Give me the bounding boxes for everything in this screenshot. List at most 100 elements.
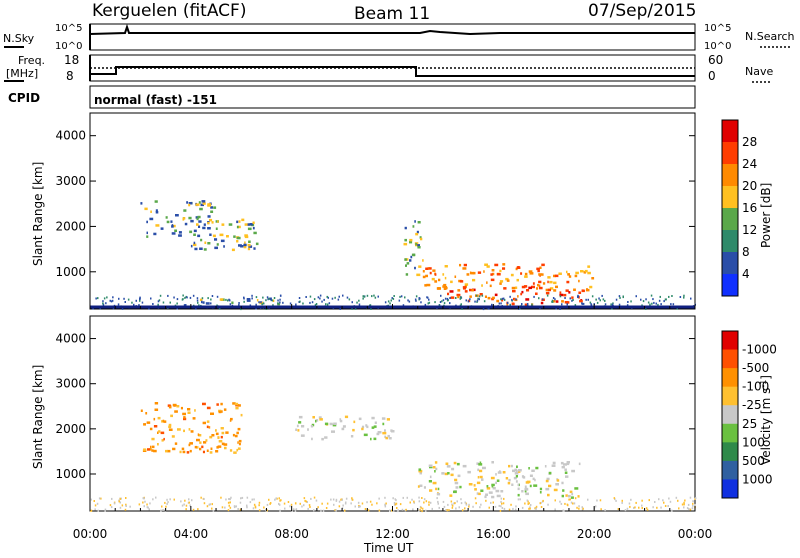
echo-cell	[502, 471, 506, 474]
velocity-ylabel: Slant Range [km]	[31, 365, 45, 469]
echo-cell	[373, 294, 375, 297]
echo-cell	[181, 298, 184, 301]
echo-cell	[589, 301, 592, 304]
echo-cell	[517, 295, 519, 298]
ytick-label: 2000	[55, 422, 86, 436]
echo-cell	[164, 501, 166, 504]
echo-cell	[521, 290, 524, 294]
echo-cell	[90, 498, 92, 501]
echo-cell	[178, 231, 182, 234]
echo-cell	[358, 506, 360, 508]
echo-cell	[443, 286, 447, 289]
echo-cell	[337, 298, 340, 301]
echo-cell	[220, 427, 224, 430]
echo-cell	[582, 507, 584, 510]
echo-cell	[552, 297, 555, 299]
colorbar-tick: 24	[742, 157, 757, 171]
echo-cell	[229, 299, 231, 302]
echo-cell	[437, 287, 441, 290]
echo-cell	[587, 498, 589, 501]
echo-cell	[186, 296, 188, 299]
echo-cell	[525, 492, 529, 496]
echo-cell	[202, 226, 206, 230]
echo-cell	[341, 427, 345, 431]
echo-cell	[295, 428, 298, 431]
echo-cell	[237, 508, 239, 510]
echo-cell	[228, 504, 230, 507]
echo-cell	[392, 497, 394, 500]
echo-cell	[538, 273, 542, 276]
echo-cell	[382, 431, 387, 435]
colorbar-tick: 4	[742, 267, 750, 281]
echo-cell	[464, 507, 466, 510]
echo-cell	[545, 288, 550, 292]
echo-cell	[303, 504, 305, 507]
echo-cell	[454, 502, 456, 505]
echo-cell	[350, 502, 352, 505]
echo-cell	[478, 492, 481, 496]
echo-cell	[598, 297, 600, 300]
echo-cell	[293, 508, 295, 511]
echo-cell	[576, 506, 578, 509]
echo-cell	[469, 288, 472, 292]
colorbar-tick: 1000	[742, 472, 773, 486]
colorbar-swatch	[722, 442, 738, 462]
echo-cell	[566, 303, 568, 306]
echo-cell	[117, 303, 120, 306]
echo-cell	[207, 221, 210, 225]
echo-cell	[110, 506, 113, 509]
echo-cell	[229, 506, 232, 509]
echo-cell	[161, 505, 163, 508]
echo-cell	[154, 200, 158, 203]
echo-cell	[198, 225, 201, 228]
echo-cell	[247, 298, 249, 301]
echo-cell	[415, 299, 417, 302]
nsky-panel	[89, 23, 696, 51]
echo-cell	[455, 507, 457, 510]
echo-cell	[577, 495, 580, 498]
echo-cell	[247, 227, 252, 231]
echo-cell	[453, 461, 457, 465]
echo-cell	[535, 507, 537, 510]
echo-cell	[511, 302, 515, 305]
echo-cell	[276, 497, 278, 500]
echo-cell	[224, 506, 226, 509]
echo-cell	[196, 299, 199, 302]
echo-cell	[313, 298, 316, 301]
echo-cell	[389, 509, 391, 512]
echo-cell	[312, 416, 315, 419]
echo-cell	[94, 508, 96, 511]
echo-cell	[263, 302, 265, 305]
echo-cell	[278, 503, 281, 506]
echo-cell	[183, 503, 185, 506]
echo-cell	[119, 506, 122, 509]
echo-cell	[617, 508, 620, 510]
echo-cell	[238, 302, 240, 304]
echo-cell	[456, 462, 460, 466]
echo-cell	[552, 300, 554, 303]
echo-cell	[394, 503, 397, 506]
echo-cell	[225, 498, 227, 501]
echo-cell	[319, 297, 321, 300]
echo-cell	[494, 293, 498, 297]
echo-cell	[665, 298, 667, 301]
echo-cell	[194, 247, 198, 251]
echo-cell	[162, 419, 165, 423]
echo-cell	[247, 247, 251, 251]
echo-cell	[170, 220, 173, 223]
echo-cell	[361, 427, 364, 431]
echo-cell	[175, 214, 179, 217]
echo-cell	[321, 437, 324, 441]
echo-cell	[487, 296, 491, 300]
echo-cell	[441, 300, 443, 303]
echo-cell	[227, 509, 230, 512]
echo-cell	[198, 201, 201, 204]
echo-cell	[467, 300, 470, 303]
echo-cell	[345, 497, 348, 500]
echo-cell	[102, 300, 104, 303]
echo-cell	[249, 304, 252, 307]
echo-cell	[119, 497, 122, 500]
echo-cell	[641, 304, 643, 307]
echo-cell	[429, 475, 432, 479]
echo-cell	[568, 498, 570, 501]
